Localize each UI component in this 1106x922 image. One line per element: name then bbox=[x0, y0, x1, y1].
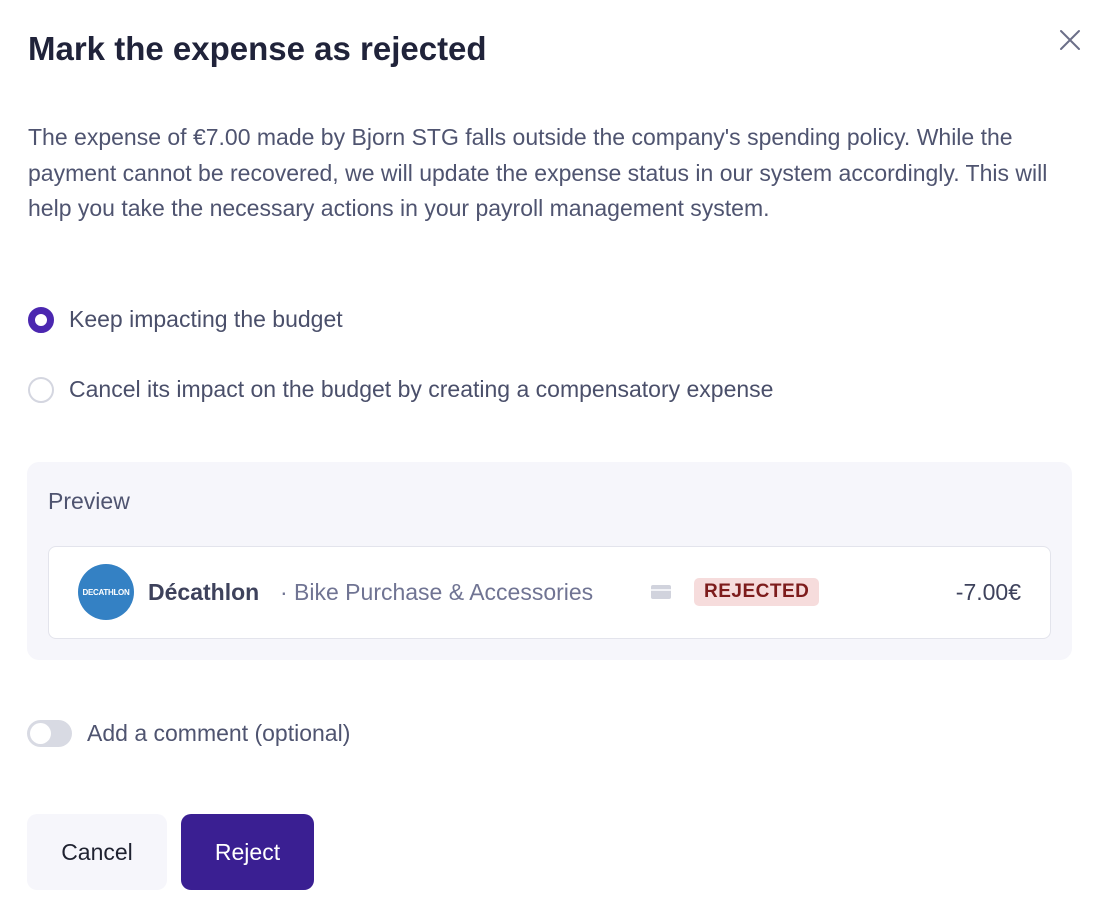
status-badge: REJECTED bbox=[694, 578, 820, 606]
radio-label: Cancel its impact on the budget by creat… bbox=[69, 376, 774, 402]
radio-label: Keep impacting the budget bbox=[69, 306, 343, 332]
preview-panel: Preview DECATHLON Décathlon · Bike Purch… bbox=[27, 462, 1072, 660]
cancel-button[interactable]: Cancel bbox=[27, 814, 167, 890]
radio-selected-icon[interactable] bbox=[28, 306, 54, 333]
dialog-description: The expense of €7.00 made by Bjorn STG f… bbox=[28, 124, 1048, 221]
comment-toggle-label: Add a comment (optional) bbox=[87, 720, 351, 746]
expense-category: · Bike Purchase & Accessories bbox=[280, 579, 594, 605]
merchant-name: Décathlon bbox=[148, 579, 260, 605]
comment-toggle[interactable] bbox=[27, 720, 72, 747]
radio-unselected-icon[interactable] bbox=[28, 376, 54, 403]
expense-preview-row: DECATHLON Décathlon · Bike Purchase & Ac… bbox=[48, 546, 1051, 639]
merchant-logo: DECATHLON bbox=[78, 564, 134, 620]
dialog-title: Mark the expense as rejected bbox=[28, 30, 487, 67]
reject-button[interactable]: Reject bbox=[181, 814, 314, 890]
radio-cancel-impact[interactable]: Cancel its impact on the budget by creat… bbox=[28, 376, 773, 403]
close-icon[interactable] bbox=[1058, 28, 1082, 52]
radio-keep-impacting[interactable]: Keep impacting the budget bbox=[28, 306, 343, 333]
preview-label: Preview bbox=[48, 488, 130, 514]
expense-amount: -7.00€ bbox=[955, 579, 1021, 605]
credit-card-icon bbox=[651, 585, 671, 599]
